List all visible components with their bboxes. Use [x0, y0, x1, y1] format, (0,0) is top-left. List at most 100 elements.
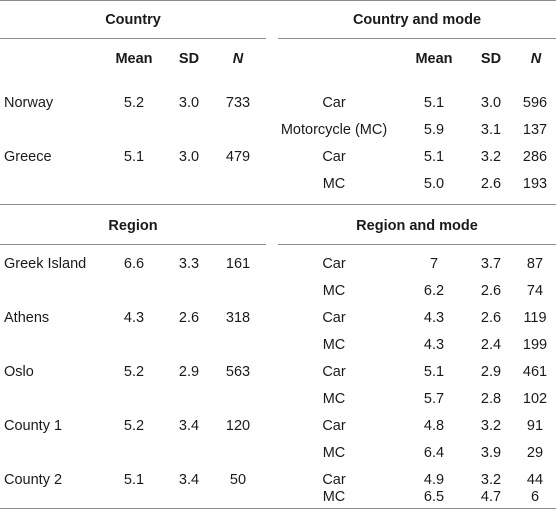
region-mode-row-n: 102 [522, 391, 548, 407]
country-mode-row-mean: 5.1 [423, 95, 445, 111]
region-mode-row-n: 29 [526, 445, 544, 461]
country-mode-row-n: 193 [522, 176, 548, 192]
col-n-right: N [530, 51, 542, 67]
region-mode-row-sd: 4.7 [480, 489, 502, 505]
country-mode-row-n: 286 [522, 149, 548, 165]
region-row-n: 563 [225, 364, 251, 380]
header-rule-right-top [278, 38, 556, 39]
col-n-left: N [232, 51, 244, 67]
region-mode-row-sd: 3.9 [480, 445, 502, 461]
region-row-mean: 4.3 [123, 310, 145, 326]
section-divider [0, 204, 556, 205]
header-rule-right-bottom [278, 244, 556, 245]
region-mode-row-label: Car [322, 310, 346, 326]
region-row-n: 161 [225, 256, 251, 272]
region-mode-row-sd: 3.2 [480, 418, 502, 434]
region-mode-row-mean: 6.5 [423, 489, 445, 505]
country-mode-row-sd: 3.2 [480, 149, 502, 165]
country-mode-row-mean: 5.1 [423, 149, 445, 165]
header-rule-left-top [0, 38, 266, 39]
country-row-label: Greece [4, 149, 52, 165]
region-mode-row-label: Car [322, 364, 346, 380]
region-mode-row-label: Car [322, 418, 346, 434]
region-mode-row-mean: 5.7 [423, 391, 445, 407]
country-row-n: 479 [225, 149, 251, 165]
country-mode-row-label: MC [322, 176, 346, 192]
region-row-mean: 5.2 [123, 364, 145, 380]
region-row-sd: 3.4 [178, 418, 200, 434]
region-mode-row-mean: 6.2 [423, 283, 445, 299]
region-mode-row-sd: 3.7 [480, 256, 502, 272]
region-row-mean: 5.2 [123, 418, 145, 434]
country-mode-row-mean: 5.0 [423, 176, 445, 192]
region-mode-row-label: MC [322, 445, 346, 461]
header-region: Region [108, 218, 158, 234]
country-row-mean: 5.1 [123, 149, 145, 165]
region-row-n: 318 [225, 310, 251, 326]
region-row-n: 50 [229, 472, 247, 488]
region-mode-row-sd: 2.6 [480, 310, 502, 326]
region-mode-row-sd: 2.8 [480, 391, 502, 407]
col-mean-left: Mean [115, 51, 153, 67]
country-row-sd: 3.0 [178, 95, 200, 111]
region-row-label: Greek Island [4, 256, 87, 272]
region-row-label: Athens [4, 310, 50, 326]
region-mode-row-n: 119 [523, 310, 547, 326]
region-mode-row-mean: 4.3 [423, 337, 445, 353]
region-row-sd: 3.3 [178, 256, 200, 272]
country-mode-row-sd: 3.1 [480, 122, 502, 138]
country-mode-row-label: Car [322, 95, 346, 111]
region-mode-row-n: 461 [522, 364, 548, 380]
country-row-n: 733 [225, 95, 251, 111]
region-mode-row-sd: 2.9 [480, 364, 502, 380]
region-mode-row-label: Car [322, 472, 346, 488]
country-mode-row-n: 137 [522, 122, 548, 138]
header-region-and-mode: Region and mode [356, 218, 478, 234]
country-mode-row-sd: 2.6 [480, 176, 502, 192]
region-mode-row-label: MC [322, 489, 346, 505]
region-row-sd: 3.4 [178, 472, 200, 488]
region-mode-row-mean: 5.1 [423, 364, 445, 380]
region-mode-row-sd: 2.4 [480, 337, 502, 353]
region-mode-row-sd: 3.2 [480, 472, 502, 488]
region-mode-row-label: MC [322, 337, 346, 353]
region-mode-row-n: 44 [526, 472, 544, 488]
col-mean-right: Mean [415, 51, 453, 67]
header-rule-left-bottom [0, 244, 266, 245]
col-sd-left: SD [178, 51, 200, 67]
country-mode-row-mean: 5.9 [423, 122, 445, 138]
region-row-mean: 6.6 [123, 256, 145, 272]
header-country: Country [105, 12, 161, 28]
header-country-and-mode: Country and mode [352, 12, 482, 28]
country-mode-row-label: Motorcycle (MC) [280, 122, 388, 138]
region-mode-row-n: 6 [530, 489, 540, 505]
region-mode-row-mean: 4.3 [423, 310, 445, 326]
country-mode-row-sd: 3.0 [480, 95, 502, 111]
region-row-label: County 1 [4, 418, 63, 434]
region-mode-row-mean: 4.8 [423, 418, 445, 434]
region-row-label: Oslo [4, 364, 34, 380]
region-mode-row-label: MC [322, 391, 346, 407]
country-row-label: Norway [4, 95, 54, 111]
region-mode-row-n: 199 [522, 337, 548, 353]
region-mode-row-mean: 7 [429, 256, 439, 272]
region-mode-row-label: MC [322, 283, 346, 299]
region-mode-row-mean: 6.4 [423, 445, 445, 461]
table-top-rule [0, 0, 556, 1]
region-mode-row-sd: 2.6 [480, 283, 502, 299]
region-row-n: 120 [225, 418, 251, 434]
region-mode-row-n: 87 [526, 256, 544, 272]
region-row-sd: 2.6 [178, 310, 200, 326]
region-row-label: County 2 [4, 472, 63, 488]
region-mode-row-n: 91 [526, 418, 544, 434]
region-row-sd: 2.9 [178, 364, 200, 380]
col-sd-right: SD [480, 51, 502, 67]
country-mode-row-label: Car [322, 149, 346, 165]
region-row-mean: 5.1 [123, 472, 145, 488]
country-row-sd: 3.0 [178, 149, 200, 165]
country-row-mean: 5.2 [123, 95, 145, 111]
region-mode-row-mean: 4.9 [423, 472, 445, 488]
region-mode-row-label: Car [322, 256, 346, 272]
country-mode-row-n: 596 [522, 95, 548, 111]
